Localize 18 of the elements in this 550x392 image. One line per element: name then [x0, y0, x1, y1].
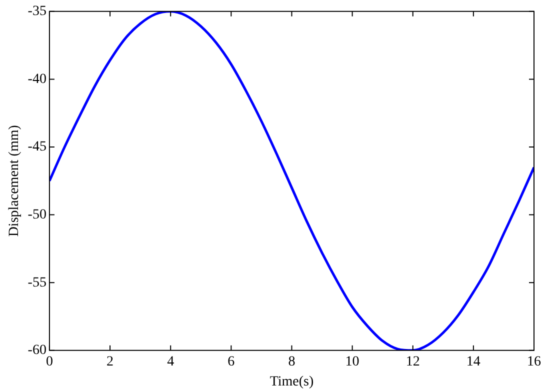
y-tick-label: -60 — [28, 343, 46, 358]
line-series — [49, 11, 534, 350]
y-tick-label: -50 — [28, 207, 46, 222]
x-tick-label: 4 — [167, 354, 174, 370]
y-tick-label: -40 — [28, 72, 46, 87]
x-axis-title: Time(s) — [270, 374, 314, 390]
x-tick-label: 14 — [466, 354, 480, 370]
x-tick-label: 2 — [106, 354, 114, 370]
y-tick-label: -35 — [28, 4, 46, 20]
x-tick-label: 6 — [228, 354, 235, 370]
x-tick-label: 0 — [46, 354, 53, 370]
x-tick-label: 8 — [288, 354, 296, 370]
y-axis-title: Displacement (mm) — [7, 124, 22, 237]
y-tick-label: -45 — [28, 140, 46, 155]
x-tick-label: 16 — [527, 354, 541, 370]
y-tick-label: -55 — [28, 275, 46, 290]
x-tick-label: 12 — [406, 354, 420, 370]
x-tick-label: 10 — [345, 354, 360, 370]
